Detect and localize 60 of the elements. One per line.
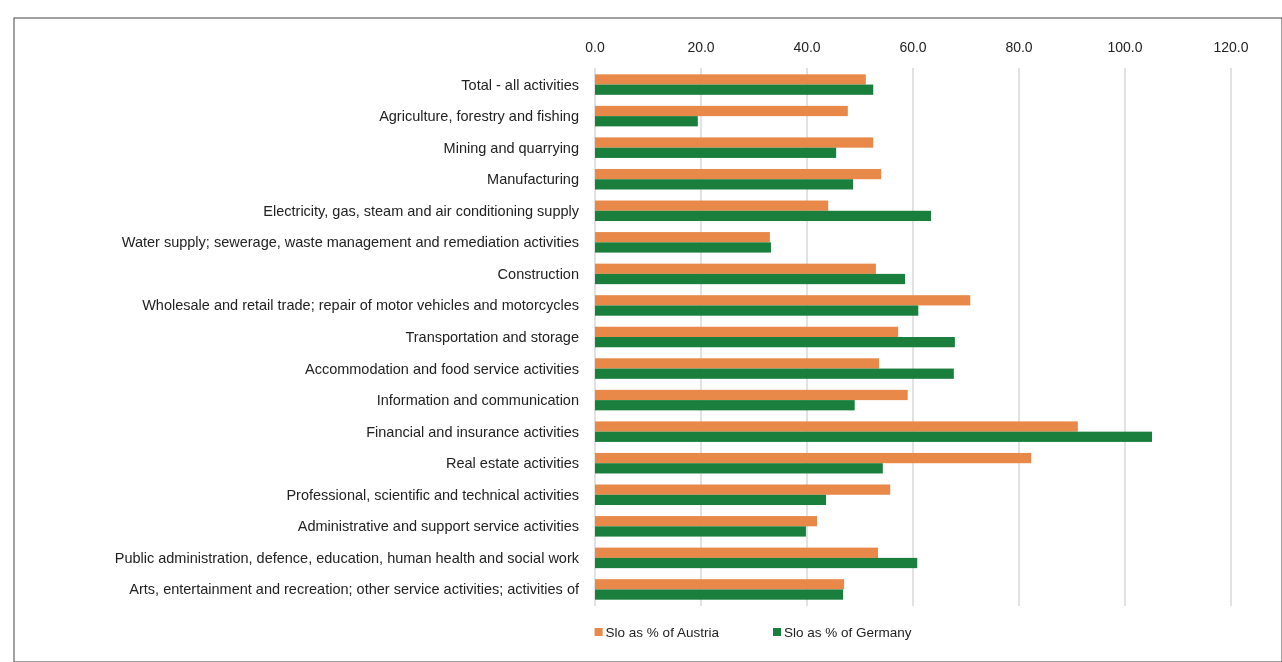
bar bbox=[595, 579, 845, 590]
bar bbox=[595, 210, 932, 222]
bar bbox=[595, 116, 698, 127]
y-tick-label: Wholesale and retail trade; repair of motor vehicles and motorcycles bbox=[142, 297, 579, 314]
bar bbox=[595, 557, 918, 569]
bar bbox=[595, 242, 771, 253]
bar bbox=[595, 526, 806, 537]
legend-label: Slo as % of Austria bbox=[605, 625, 720, 640]
bar bbox=[595, 137, 874, 148]
bar bbox=[595, 232, 770, 243]
x-tick-label: 40.0 bbox=[793, 39, 821, 55]
bar bbox=[595, 147, 837, 158]
y-tick-label: Professional, scientific and technical activities bbox=[286, 486, 579, 503]
bar bbox=[595, 326, 899, 337]
bar bbox=[595, 263, 876, 274]
legend-label: Slo as % of Germany bbox=[784, 625, 912, 640]
bar bbox=[595, 305, 919, 316]
y-tick-label: Financial and insurance activities bbox=[366, 423, 579, 440]
bar bbox=[595, 431, 1153, 442]
bar bbox=[595, 463, 883, 474]
y-tick-label: Arts, entertainment and recreation; other service activities; activities of bbox=[129, 581, 580, 598]
bar bbox=[595, 200, 829, 211]
bar bbox=[595, 484, 891, 495]
y-tick-label: Construction bbox=[497, 265, 579, 282]
bar bbox=[595, 589, 844, 600]
bar bbox=[595, 400, 855, 411]
bar bbox=[595, 494, 827, 506]
bar bbox=[595, 84, 874, 95]
bar bbox=[595, 168, 882, 180]
y-tick-label: Electricity, gas, steam and air conditioning supply bbox=[263, 202, 580, 219]
y-tick-label: Administrative and support service activities bbox=[297, 518, 579, 535]
bar bbox=[595, 547, 879, 558]
bar bbox=[595, 74, 866, 85]
x-tick-label: 100.0 bbox=[1107, 39, 1143, 55]
y-tick-label: Manufacturing bbox=[487, 171, 579, 188]
bar bbox=[595, 295, 971, 306]
y-tick-label: Accommodation and food service activities bbox=[304, 360, 579, 377]
y-tick-label: Information and communication bbox=[376, 392, 579, 409]
bar bbox=[595, 358, 880, 369]
x-tick-label: 0.0 bbox=[585, 39, 605, 55]
bar bbox=[595, 179, 854, 190]
x-tick-label: 60.0 bbox=[899, 39, 927, 55]
x-tick-label: 20.0 bbox=[687, 39, 715, 55]
bar bbox=[595, 105, 848, 117]
y-tick-label: Total - all activities bbox=[461, 76, 579, 93]
bar bbox=[595, 273, 906, 285]
bar bbox=[595, 516, 818, 527]
y-tick-label: Agriculture, forestry and fishing bbox=[379, 108, 579, 125]
bar bbox=[595, 368, 954, 379]
x-tick-label: 80.0 bbox=[1005, 39, 1033, 55]
y-tick-label: Transportation and storage bbox=[405, 329, 579, 345]
bar bbox=[595, 421, 1078, 432]
y-tick-label: Water supply; sewerage, waste management and remediation activities bbox=[121, 234, 579, 251]
y-tick-label: Public administration, defence, education, human health and social work bbox=[114, 549, 580, 566]
y-tick-label: Real estate activities bbox=[446, 455, 579, 472]
bar bbox=[595, 452, 1032, 464]
x-tick-label: 120.0 bbox=[1213, 39, 1249, 55]
bar bbox=[595, 337, 955, 348]
bar bbox=[595, 389, 908, 401]
y-tick-label: Mining and quarrying bbox=[443, 139, 579, 156]
